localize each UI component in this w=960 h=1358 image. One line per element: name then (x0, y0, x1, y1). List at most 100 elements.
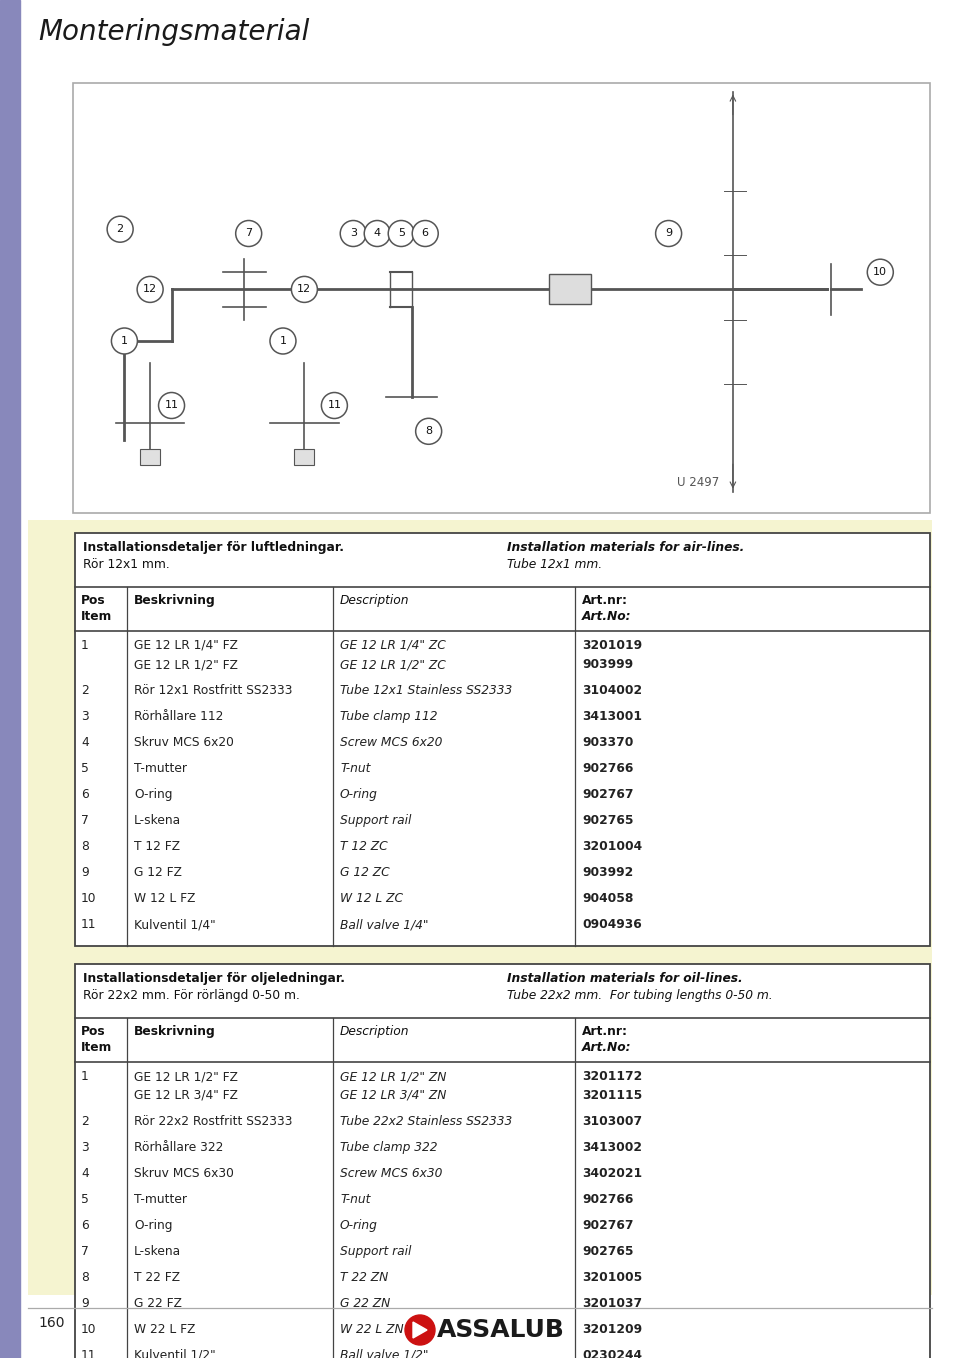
Text: 903992: 903992 (582, 866, 634, 879)
Text: Pos: Pos (81, 1025, 106, 1038)
Text: Installationsdetaljer för luftledningar.: Installationsdetaljer för luftledningar. (83, 540, 344, 554)
Circle shape (867, 259, 894, 285)
Text: 1: 1 (121, 335, 128, 346)
Text: 12: 12 (143, 284, 157, 295)
Text: 8: 8 (81, 1271, 89, 1285)
Text: T 22 FZ: T 22 FZ (134, 1271, 180, 1285)
Text: Art.No:: Art.No: (582, 1042, 632, 1054)
Text: 3: 3 (349, 228, 357, 239)
Text: G 12 ZC: G 12 ZC (340, 866, 390, 879)
Text: T-nut: T-nut (340, 762, 371, 775)
Text: 7: 7 (81, 1245, 88, 1258)
Text: Rör 12x1 Rostfritt SS2333: Rör 12x1 Rostfritt SS2333 (134, 684, 293, 697)
Bar (28, 520, 932, 1296)
Bar (548, 274, 591, 304)
Circle shape (388, 220, 414, 247)
Text: 5: 5 (397, 228, 405, 239)
Text: 3402021: 3402021 (582, 1167, 642, 1180)
Text: 902767: 902767 (582, 788, 634, 801)
Bar (75, 532, 930, 947)
Text: G 12 FZ: G 12 FZ (134, 866, 181, 879)
Text: T-nut: T-nut (340, 1192, 371, 1206)
Text: T-mutter: T-mutter (134, 1192, 187, 1206)
Text: Art.No:: Art.No: (582, 610, 632, 623)
Text: 6: 6 (81, 1219, 88, 1232)
Text: Beskrivning: Beskrivning (134, 1025, 216, 1038)
Text: GE 12 LR 3/4" FZ: GE 12 LR 3/4" FZ (134, 1089, 238, 1101)
Text: W 12 L FZ: W 12 L FZ (134, 892, 196, 904)
Circle shape (340, 220, 366, 247)
Text: Installation materials for air-lines.: Installation materials for air-lines. (507, 540, 744, 554)
Text: G 22 ZN: G 22 ZN (340, 1297, 391, 1310)
Text: 1: 1 (279, 335, 286, 346)
Text: 9: 9 (81, 866, 88, 879)
Text: 902766: 902766 (582, 1192, 634, 1206)
Text: Installation materials for oil-lines.: Installation materials for oil-lines. (507, 972, 743, 985)
Text: Installationsdetaljer för oljeledningar.: Installationsdetaljer för oljeledningar. (83, 972, 345, 985)
Text: 2: 2 (81, 684, 88, 697)
Text: O-ring: O-ring (134, 788, 173, 801)
Text: 0904936: 0904936 (582, 918, 641, 932)
Text: Description: Description (340, 593, 410, 607)
Text: Art.nr:: Art.nr: (582, 593, 628, 607)
Text: 6: 6 (81, 788, 88, 801)
Text: 11: 11 (81, 918, 97, 932)
Polygon shape (413, 1321, 427, 1338)
Text: L-skena: L-skena (134, 1245, 181, 1258)
Text: 902766: 902766 (582, 762, 634, 775)
Circle shape (292, 277, 318, 303)
Text: 3413002: 3413002 (582, 1141, 642, 1154)
Text: Pos: Pos (81, 593, 106, 607)
Text: 3201172: 3201172 (582, 1070, 642, 1082)
Text: O-ring: O-ring (340, 788, 378, 801)
Text: Tube 22x2 mm.  For tubing lengths 0-50 m.: Tube 22x2 mm. For tubing lengths 0-50 m. (507, 989, 773, 1002)
Text: 10: 10 (81, 1323, 97, 1336)
Text: ASSALUB: ASSALUB (437, 1319, 564, 1342)
Text: Screw MCS 6x20: Screw MCS 6x20 (340, 736, 443, 750)
Text: Rör 22x2 Rostfritt SS2333: Rör 22x2 Rostfritt SS2333 (134, 1115, 293, 1128)
Text: 4: 4 (373, 228, 381, 239)
Text: Art.nr:: Art.nr: (582, 1025, 628, 1038)
Text: 1: 1 (81, 640, 88, 652)
Text: 7: 7 (81, 813, 88, 827)
Text: T 12 ZC: T 12 ZC (340, 841, 388, 853)
Text: W 22 L ZN: W 22 L ZN (340, 1323, 403, 1336)
Text: 3: 3 (81, 710, 88, 722)
Circle shape (364, 220, 390, 247)
Circle shape (416, 418, 442, 444)
Text: T 12 FZ: T 12 FZ (134, 841, 180, 853)
Text: 903999: 903999 (582, 659, 634, 671)
Text: 3: 3 (81, 1141, 88, 1154)
Text: GE 12 LR 1/2" FZ: GE 12 LR 1/2" FZ (134, 659, 238, 671)
Text: Skruv MCS 6x20: Skruv MCS 6x20 (134, 736, 234, 750)
Text: 3201037: 3201037 (582, 1297, 642, 1310)
Text: GE 12 LR 1/4" FZ: GE 12 LR 1/4" FZ (134, 640, 238, 652)
Bar (0, 0, 20, 1358)
Text: 3201209: 3201209 (582, 1323, 642, 1336)
Text: 9: 9 (665, 228, 672, 239)
Text: 6: 6 (421, 228, 429, 239)
Text: O-ring: O-ring (134, 1219, 173, 1232)
Text: 3413001: 3413001 (582, 710, 642, 722)
Text: 11: 11 (81, 1348, 97, 1358)
Text: G 22 FZ: G 22 FZ (134, 1297, 181, 1310)
Text: 3103007: 3103007 (582, 1115, 642, 1128)
Circle shape (412, 220, 438, 247)
Text: 11: 11 (164, 401, 179, 410)
Text: W 12 L ZC: W 12 L ZC (340, 892, 403, 904)
Text: Screw MCS 6x30: Screw MCS 6x30 (340, 1167, 443, 1180)
Text: Description: Description (340, 1025, 410, 1038)
Text: 11: 11 (327, 401, 342, 410)
Text: 7: 7 (245, 228, 252, 239)
Text: 160: 160 (38, 1316, 64, 1329)
Text: 10: 10 (874, 268, 887, 277)
Text: Tube 12x1 Stainless SS2333: Tube 12x1 Stainless SS2333 (340, 684, 513, 697)
Text: 2: 2 (116, 224, 124, 234)
Bar (140, 449, 160, 464)
Text: Tube clamp 322: Tube clamp 322 (340, 1141, 438, 1154)
Circle shape (137, 277, 163, 303)
Text: Ball valve 1/2": Ball valve 1/2" (340, 1348, 428, 1358)
Text: Rörhållare 112: Rörhållare 112 (134, 710, 224, 722)
Text: Item: Item (81, 610, 112, 623)
Text: 904058: 904058 (582, 892, 634, 904)
